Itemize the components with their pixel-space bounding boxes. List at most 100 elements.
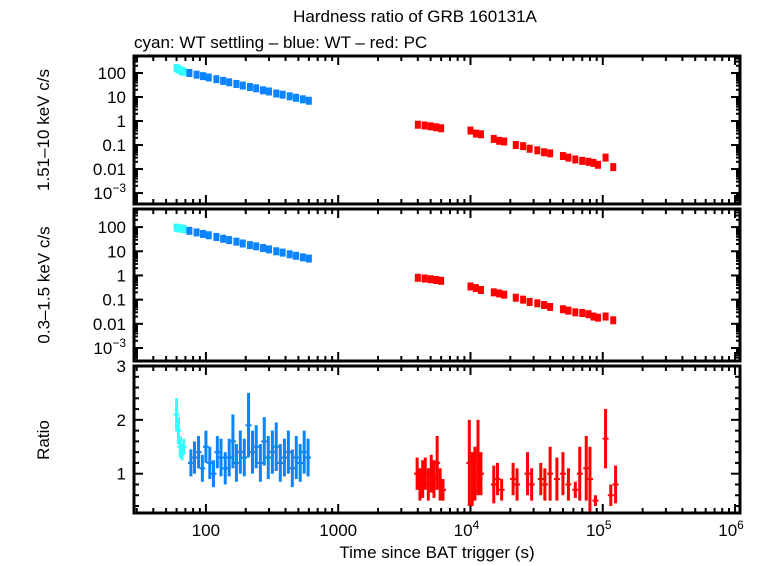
soft-data-point — [220, 234, 227, 243]
hard-data-point — [590, 158, 597, 167]
soft-data-point — [496, 289, 503, 298]
hard-data-point — [414, 120, 421, 129]
soft-data-point — [467, 282, 474, 291]
hard-y-tick-label: 10−3 — [93, 181, 126, 203]
hard-data-point — [438, 124, 445, 133]
hard-data-point — [501, 137, 508, 146]
x-tick-label: 106 — [718, 518, 744, 540]
hard-data-point — [239, 81, 246, 90]
soft-data-point — [299, 253, 306, 262]
soft-data-point — [213, 232, 220, 241]
soft-data-point — [226, 236, 233, 245]
soft-y-tick-label: 1 — [117, 266, 126, 285]
hard-data-point — [180, 67, 187, 76]
hard-data-point — [427, 122, 434, 131]
hard-data-point — [246, 83, 253, 92]
hard-data-point — [299, 95, 306, 104]
hard-data-point — [572, 155, 579, 164]
x-tick-label: 105 — [586, 518, 612, 540]
ratio-y-tick-label: 1 — [117, 465, 126, 484]
soft-data-point — [414, 273, 421, 282]
soft-data-point — [193, 228, 200, 237]
hard-data-point — [467, 126, 474, 135]
hard-data-point — [220, 76, 227, 85]
x-tick-label: 1000 — [319, 521, 357, 540]
hard-data-point — [512, 141, 519, 150]
soft-data-point — [590, 312, 597, 321]
hard-data-point — [490, 134, 497, 143]
soft-data-point — [253, 242, 260, 251]
soft-data-point — [472, 284, 479, 293]
chart-subtitle: cyan: WT settling – blue: WT – red: PC — [134, 33, 428, 52]
soft-data-point — [579, 309, 586, 318]
hard-y-tick-label: 0.01 — [93, 160, 126, 179]
hard-y-tick-label: 1 — [117, 112, 126, 131]
soft-data-point — [186, 226, 193, 235]
hard-data-point — [534, 146, 541, 155]
hard-data-point — [293, 93, 300, 102]
hard-data-point — [526, 144, 533, 153]
ratio-panel-frame — [132, 364, 742, 515]
soft-data-point — [572, 308, 579, 317]
soft-data-point — [520, 295, 527, 304]
soft-y-tick-label: 10−3 — [93, 336, 126, 358]
hard-data-point — [205, 73, 212, 82]
soft-data-point — [585, 310, 592, 319]
hard-data-point — [520, 142, 527, 151]
hard-data-point — [496, 136, 503, 145]
soft-y-tick-label: 10 — [107, 242, 126, 261]
hard-data-point — [585, 157, 592, 166]
ratio-y-tick-label: 2 — [117, 411, 126, 430]
soft-data-point — [433, 275, 440, 284]
hard-data-point — [433, 123, 440, 132]
hard-data-point — [541, 148, 548, 157]
hard-data-point — [547, 149, 554, 158]
soft-data-point — [266, 245, 273, 254]
hard-data-point — [259, 86, 266, 95]
hard-data-point — [594, 160, 601, 169]
soft-data-point — [559, 305, 566, 314]
hard-data-point — [273, 89, 280, 98]
hard-data-point — [610, 163, 617, 172]
x-tick-label: 100 — [192, 521, 220, 540]
hard-data-point — [233, 79, 240, 88]
soft-data-point — [602, 312, 609, 321]
chart-title: Hardness ratio of GRB 160131A — [293, 7, 537, 26]
soft-data-point — [305, 254, 312, 263]
soft-data-point — [180, 225, 187, 234]
hard-data-point — [472, 129, 479, 138]
soft-data-point — [421, 274, 428, 283]
hard-data-point — [279, 90, 286, 99]
soft-data-point — [512, 293, 519, 302]
soft-y-tick-label: 100 — [98, 218, 126, 237]
soft-data-point — [427, 275, 434, 284]
hard-data-point — [286, 92, 293, 101]
hard-data-point — [477, 130, 484, 139]
soft-data-point — [477, 286, 484, 295]
soft-data-point — [594, 313, 601, 322]
hard-data-point — [226, 78, 233, 87]
soft-data-point — [273, 247, 280, 256]
hard-data-point — [193, 70, 200, 79]
soft-data-point — [547, 302, 554, 311]
soft-data-point — [286, 250, 293, 259]
hard-data-point — [602, 153, 609, 162]
hard-data-point — [213, 75, 220, 84]
hard-panel-frame — [132, 54, 742, 206]
soft-data-point — [565, 306, 572, 315]
hard-data-point — [253, 84, 260, 93]
soft-data-point — [246, 241, 253, 250]
soft-data-point — [199, 229, 206, 238]
soft-data-point — [239, 239, 246, 248]
hard-data-point — [266, 87, 273, 96]
soft-y-tick-label: 0.1 — [102, 291, 126, 310]
hard-data-point — [565, 153, 572, 162]
soft-data-point — [279, 248, 286, 257]
hard-data-point — [421, 121, 428, 130]
ratio-y-tick-label: 3 — [117, 357, 126, 376]
hard-data-point — [559, 151, 566, 160]
soft-data-point — [259, 244, 266, 253]
hard-y-tick-label: 10 — [107, 88, 126, 107]
